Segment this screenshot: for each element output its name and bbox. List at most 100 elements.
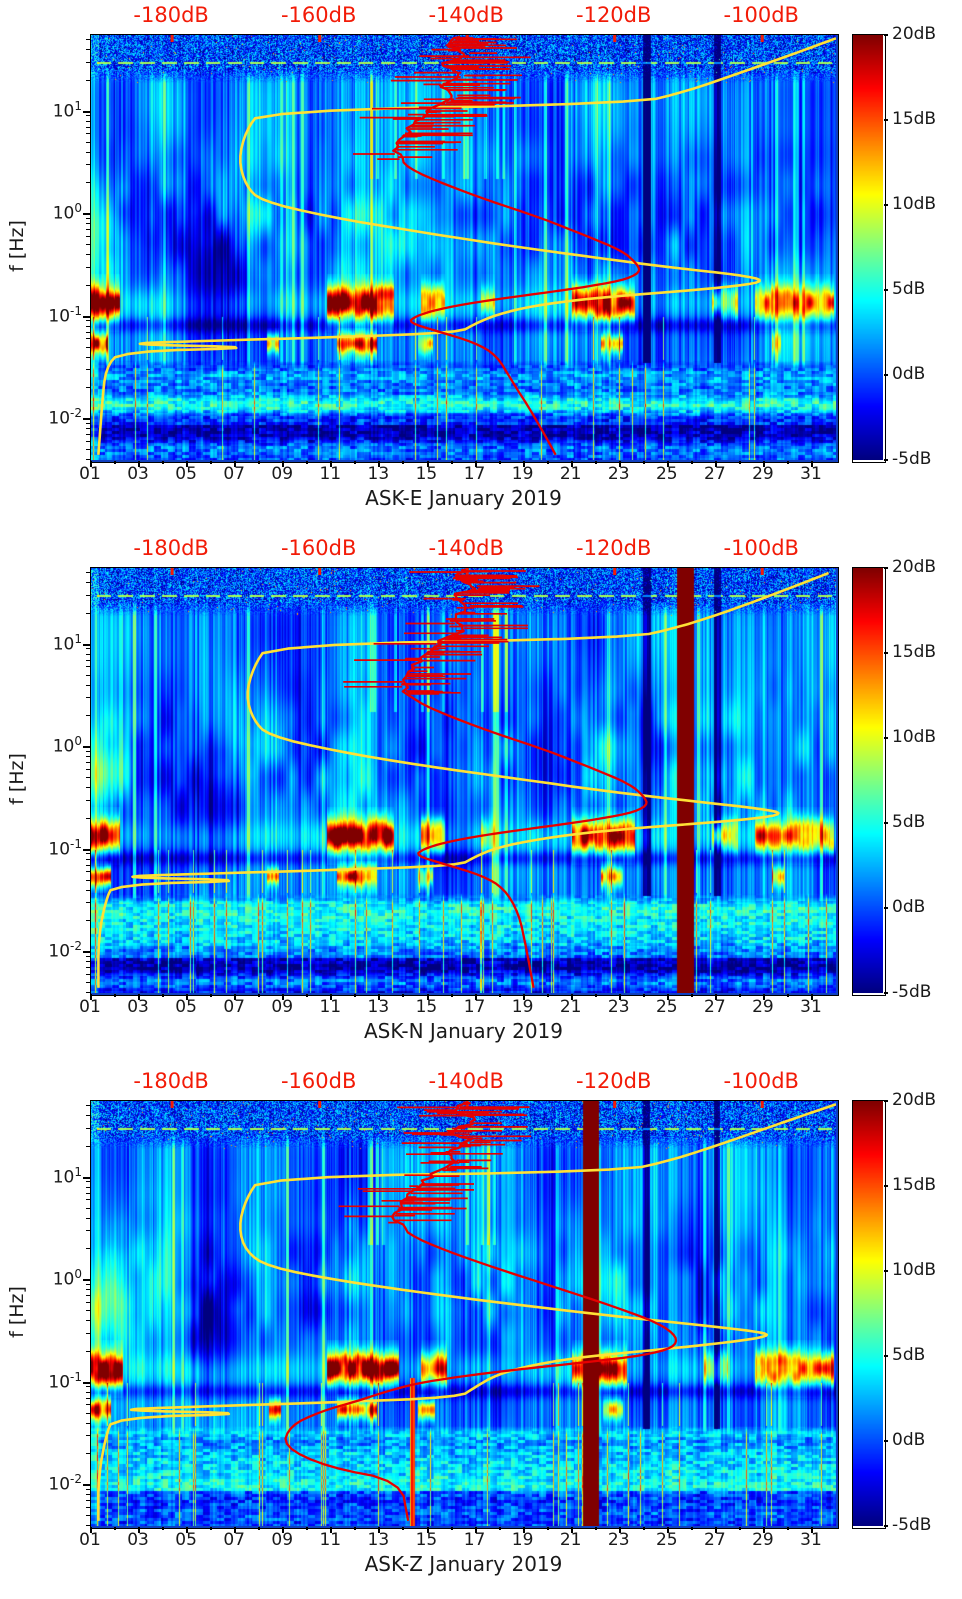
top-axis-db-labels: -180dB -160dB -140dB -120dB -100dB bbox=[0, 536, 962, 566]
colorbar-tick-label: 20dB bbox=[892, 24, 937, 44]
y-minor-tick-mark bbox=[86, 133, 90, 135]
x-minor-tick-mark bbox=[162, 994, 165, 997]
y-minor-tick-mark bbox=[86, 967, 90, 969]
x-tick-mark bbox=[138, 1527, 141, 1533]
x-tick-label: 31 bbox=[800, 997, 822, 1017]
colorbar-tick-mark bbox=[884, 1440, 888, 1442]
y-tick-mark bbox=[83, 746, 90, 749]
y-minor-tick-mark bbox=[86, 1217, 90, 1219]
top-axis-label: -160dB bbox=[280, 536, 357, 560]
x-tick-mark bbox=[186, 461, 189, 467]
top-axis-tick-mark bbox=[613, 35, 617, 42]
x-tick-label: 15 bbox=[415, 1530, 438, 1550]
overlay-curves bbox=[97, 35, 836, 456]
x-minor-tick-mark bbox=[306, 461, 309, 464]
y-minor-tick-mark bbox=[86, 387, 90, 389]
x-tick-label: 19 bbox=[511, 1530, 534, 1550]
y-tick-mark bbox=[83, 848, 90, 851]
top-axis-label: -160dB bbox=[280, 1069, 357, 1093]
x-minor-tick-mark bbox=[786, 1527, 789, 1530]
y-minor-tick-mark bbox=[86, 1192, 90, 1194]
y-minor-tick-mark bbox=[86, 39, 90, 40]
top-axis-tick-mark bbox=[613, 568, 617, 575]
y-tick-mark bbox=[83, 110, 90, 113]
x-minor-tick-mark bbox=[498, 1527, 501, 1530]
x-tick-label: 31 bbox=[800, 1530, 822, 1550]
x-tick-label: 25 bbox=[655, 464, 678, 484]
x-tick-label: 07 bbox=[223, 464, 246, 484]
x-minor-tick-mark bbox=[210, 994, 213, 997]
x-tick-mark bbox=[811, 994, 813, 1000]
colorbar-tick-label: 20dB bbox=[892, 557, 937, 577]
x-minor-tick-mark bbox=[594, 461, 597, 464]
colorbar-tick-label: 15dB bbox=[892, 1175, 937, 1195]
colorbar-tick-mark bbox=[884, 1355, 888, 1357]
x-tick-mark bbox=[90, 1527, 92, 1533]
x-minor-tick-mark bbox=[306, 994, 309, 997]
x-minor-tick-mark bbox=[690, 461, 693, 464]
y-minor-tick-mark bbox=[86, 920, 90, 922]
x-minor-tick-mark bbox=[642, 461, 645, 464]
y-minor-tick-mark bbox=[86, 440, 90, 442]
y-minor-tick-mark bbox=[86, 61, 90, 63]
x-tick-mark bbox=[666, 994, 669, 1000]
y-minor-tick-mark bbox=[86, 582, 90, 583]
y-minor-tick-mark bbox=[86, 762, 90, 764]
x-tick-mark bbox=[714, 1527, 717, 1533]
y-minor-tick-mark bbox=[86, 1453, 90, 1455]
top-axis-label: -100dB bbox=[723, 1069, 799, 1093]
x-tick-mark bbox=[618, 994, 621, 1000]
x-minor-tick-mark bbox=[546, 994, 549, 997]
x-minor-tick-mark bbox=[498, 461, 501, 464]
x-tick-label: 31 bbox=[800, 464, 822, 484]
colorbar-tick-mark bbox=[884, 737, 888, 739]
x-tick-label: 13 bbox=[367, 997, 390, 1017]
colorbar-tick-mark bbox=[884, 289, 888, 291]
y-minor-tick-mark bbox=[86, 1386, 90, 1388]
y-minor-tick-mark bbox=[86, 756, 90, 758]
x-minor-tick-mark bbox=[258, 1527, 261, 1530]
x-tick-mark bbox=[234, 461, 237, 467]
y-minor-tick-mark bbox=[86, 955, 90, 957]
top-axis-tick-mark bbox=[613, 1101, 617, 1108]
top-axis-tick-mark bbox=[760, 568, 764, 575]
y-minor-tick-mark bbox=[86, 1404, 90, 1406]
x-minor-tick-mark bbox=[738, 461, 741, 464]
x-tick-label: 21 bbox=[559, 1530, 582, 1550]
x-minor-tick-mark bbox=[594, 1527, 597, 1530]
x-tick-mark bbox=[666, 461, 669, 467]
x-tick-label: 01 bbox=[79, 1530, 101, 1550]
x-tick-label: 25 bbox=[655, 997, 678, 1017]
x-minor-tick-mark bbox=[450, 994, 453, 997]
x-tick-label: 17 bbox=[463, 997, 486, 1017]
y-minor-tick-mark bbox=[86, 871, 90, 873]
x-tick-label: 05 bbox=[175, 464, 197, 484]
x-tick-label: 13 bbox=[367, 1530, 390, 1550]
top-axis-tick-mark bbox=[318, 35, 322, 42]
x-tick-label: 27 bbox=[704, 997, 726, 1017]
y-minor-tick-mark bbox=[86, 572, 90, 573]
y-minor-tick-mark bbox=[86, 612, 90, 614]
x-tick-mark bbox=[522, 461, 525, 467]
y-minor-tick-mark bbox=[86, 799, 90, 801]
x-tick-mark bbox=[426, 1527, 429, 1533]
panel-title: ASK-Z January 2019 bbox=[364, 1552, 563, 1576]
x-tick-mark bbox=[282, 994, 285, 1000]
y-minor-tick-mark bbox=[86, 1283, 90, 1285]
y-minor-tick-mark bbox=[86, 229, 90, 231]
y-minor-tick-mark bbox=[86, 217, 90, 219]
top-axis-label: -100dB bbox=[723, 3, 799, 27]
colorbar-gradient bbox=[853, 1101, 883, 1526]
y-minor-tick-mark bbox=[86, 1435, 90, 1437]
y-minor-tick-mark bbox=[86, 982, 90, 984]
overlay-curves bbox=[97, 568, 830, 989]
colorbar-tick-label: -5dB bbox=[892, 982, 932, 1002]
top-axis-label: -100dB bbox=[723, 536, 799, 560]
colorbar-tick-mark bbox=[884, 907, 888, 909]
y-minor-tick-mark bbox=[86, 49, 90, 50]
y-minor-tick-mark bbox=[86, 1488, 90, 1490]
y-minor-tick-mark bbox=[86, 768, 90, 770]
x-minor-tick-mark bbox=[594, 994, 597, 997]
y-minor-tick-mark bbox=[86, 115, 90, 117]
panel-ask-n: -180dB -160dB -140dB -120dB -100dB f [Hz] AS… bbox=[0, 533, 962, 1066]
